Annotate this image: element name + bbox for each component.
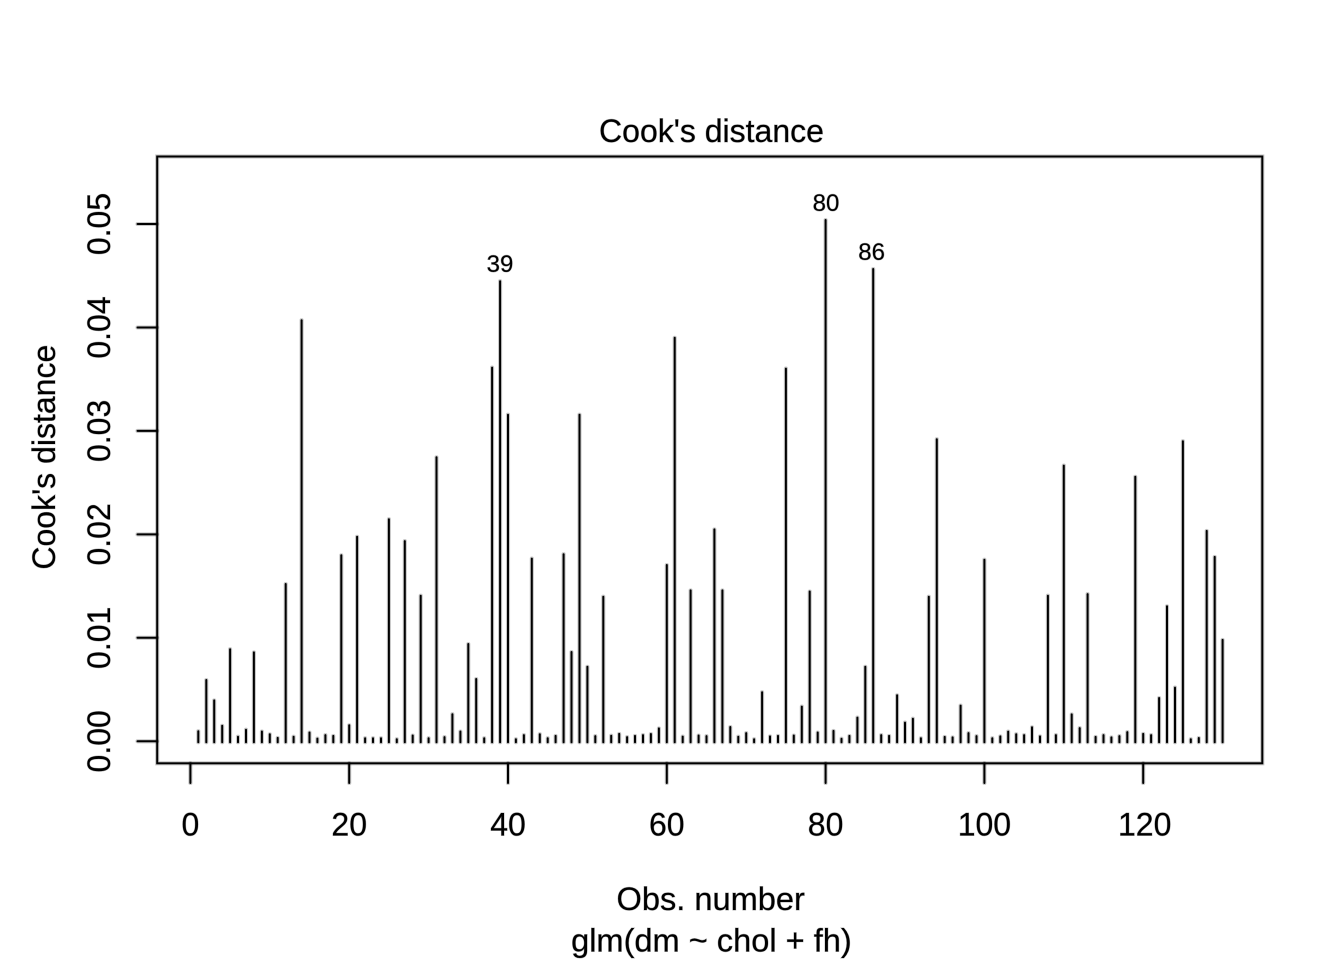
- svg-text:80: 80: [813, 190, 840, 217]
- svg-text:120: 120: [1118, 806, 1171, 842]
- svg-text:40: 40: [490, 806, 526, 842]
- svg-text:0.00: 0.00: [81, 710, 117, 772]
- svg-text:0.05: 0.05: [81, 193, 117, 255]
- svg-text:0: 0: [182, 806, 200, 842]
- svg-text:86: 86: [858, 239, 885, 266]
- svg-text:20: 20: [331, 806, 367, 842]
- svg-text:100: 100: [958, 806, 1011, 842]
- svg-text:80: 80: [808, 806, 844, 842]
- svg-text:0.03: 0.03: [81, 400, 117, 462]
- svg-text:0.04: 0.04: [81, 296, 117, 358]
- svg-text:Cook's distance: Cook's distance: [599, 113, 824, 149]
- svg-text:Cook's distance: Cook's distance: [26, 345, 62, 570]
- svg-text:39: 39: [487, 251, 514, 278]
- svg-text:Obs. number: Obs. number: [617, 880, 805, 917]
- svg-text:glm(dm ~ chol + fh): glm(dm ~ chol + fh): [571, 922, 852, 959]
- svg-text:0.01: 0.01: [81, 607, 117, 669]
- svg-text:60: 60: [649, 806, 685, 842]
- svg-text:0.02: 0.02: [81, 503, 117, 565]
